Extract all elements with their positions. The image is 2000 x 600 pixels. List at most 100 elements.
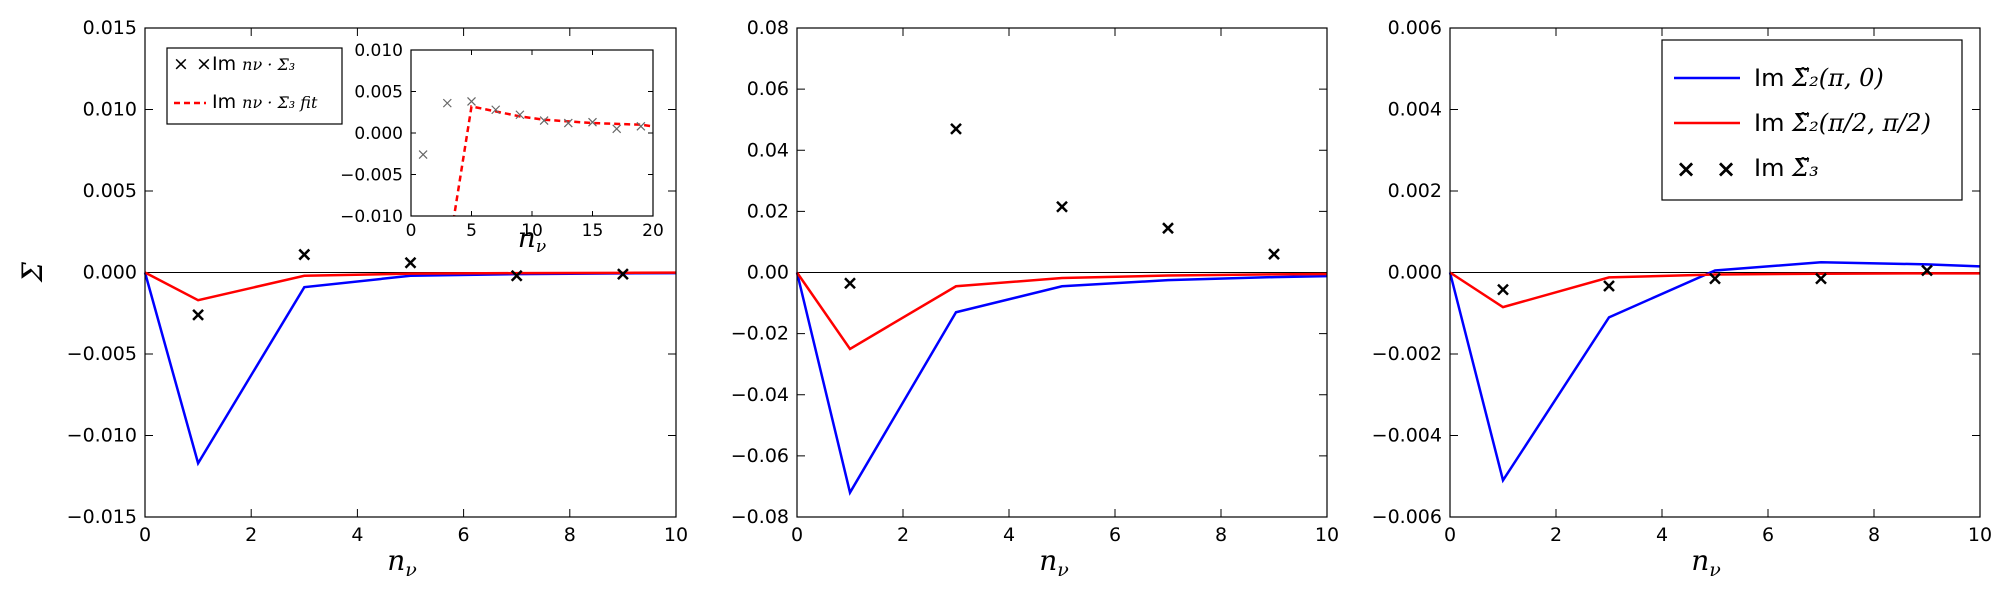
panel-3-y-tick-label: 0.000 xyxy=(1388,262,1442,284)
inset-x-tick-label: 20 xyxy=(642,221,664,241)
panel-1: 0 2 4 6 8 10 −0.015 −0.010 −0.005 0.000 0.005 0.010… xyxy=(67,17,688,581)
legend-entry-fit: Im nν · Σ̄₃ fit xyxy=(174,91,318,113)
panel-2-y-tick-label: 0.08 xyxy=(747,17,789,39)
plot-area: 0 2 4 6 8 10 −0.015 −0.010 −0.005 0.000 0.005 0.010… xyxy=(67,17,688,546)
panel-1-x-tick-label: 6 xyxy=(458,524,470,546)
panel-1-y-tick-label: 0.015 xyxy=(83,17,137,39)
y-axis-title: Σ xyxy=(16,262,49,283)
panel-3-y-tick-label: 0.006 xyxy=(1388,17,1442,39)
data-marker xyxy=(1603,280,1615,292)
inset-x-tick-label: 15 xyxy=(582,221,604,241)
data-marker xyxy=(617,268,629,281)
inset-fit-line xyxy=(452,104,653,216)
inset-x-tick-label: 0 xyxy=(406,221,417,241)
panel-1-x-tick-label: 10 xyxy=(664,524,688,546)
x-axis-title-panel-2: nν xyxy=(1039,544,1069,581)
panel-1-x-tick-label: 0 xyxy=(139,524,151,546)
inset-data-marker xyxy=(491,105,501,115)
data-marker xyxy=(1497,283,1509,296)
panel-3-y-tick-label: −0.002 xyxy=(1372,343,1442,365)
data-marker xyxy=(1268,248,1280,261)
legend-label: Im Σ̃₃ xyxy=(1754,154,1819,182)
inset-x-tick-label: 5 xyxy=(466,221,477,241)
panel-3-x-tick-label: 0 xyxy=(1444,524,1456,546)
panel-2-x-tick-label: 0 xyxy=(791,524,803,546)
panel-1-x-tick-label: 4 xyxy=(351,524,363,546)
inset-data-marker xyxy=(442,98,452,108)
inset-x-axis-title: nν xyxy=(518,221,546,257)
panel-3-y-tick-label: 0.004 xyxy=(1388,99,1442,121)
series-line xyxy=(795,271,1328,351)
data-marker xyxy=(1162,222,1174,235)
panel-1-y-tick-label: −0.015 xyxy=(67,506,137,528)
x-axis-title-panel-3: nν xyxy=(1691,544,1721,581)
legend-panel-3: Im Σ̃₂(π, 0) Im Σ̃₂(π/2, π/2) × × Im Σ̃₃ xyxy=(1661,39,1963,201)
inset-y-tick-label: 0.005 xyxy=(354,83,403,103)
legend-label: Im Σ̃₂(π/2, π/2) xyxy=(1754,109,1931,137)
data-marker xyxy=(404,256,417,269)
x-marker-icon: × xyxy=(196,53,212,75)
data-marker xyxy=(510,269,523,282)
inset-x-tick-label: 10 xyxy=(521,221,543,241)
panel-3-x-tick-label: 8 xyxy=(1868,524,1880,546)
panel-1-y-tick-label: −0.005 xyxy=(67,343,137,365)
axes-frame xyxy=(796,27,1328,518)
legend-entry-blue: Im Σ̃₂(π, 0) xyxy=(1674,64,1884,92)
data-marker xyxy=(1815,272,1827,285)
panel-2-x-tick-label: 2 xyxy=(897,524,909,546)
data-marker xyxy=(950,122,962,135)
data-marker xyxy=(1056,200,1068,213)
legend-box xyxy=(1661,39,1963,201)
inset-data-marker xyxy=(418,150,428,160)
panel-1-x-tick-label: 2 xyxy=(245,524,257,546)
panel-2-x-tick-label: 6 xyxy=(1109,524,1121,546)
x-marker-icon: × xyxy=(1676,155,1696,183)
inset-data-marker xyxy=(563,118,573,128)
panel-2-y-tick-label: 0.04 xyxy=(747,139,789,161)
legend-entry-red: Im Σ̃₂(π/2, π/2) xyxy=(1674,109,1931,137)
panel-1-x-tick-label: 8 xyxy=(564,524,576,546)
inset-y-tick-label: 0.000 xyxy=(354,124,403,144)
inset-data-marker xyxy=(539,116,549,125)
series-line xyxy=(1448,261,1981,484)
legend-entry-markers: × × Im Σ̃₃ xyxy=(1676,154,1819,183)
series-line xyxy=(143,271,677,467)
panel-2-x-tick-label: 4 xyxy=(1003,524,1015,546)
plot-area: 0 2 4 6 8 10 −0.08 −0.06 −0.04 −0.02 0.00 0.02 0.04 0… xyxy=(731,17,1339,546)
panel-2-y-tick-label: 0.06 xyxy=(747,78,789,100)
inset-y-tick-label: −0.010 xyxy=(340,207,403,227)
inset-frame xyxy=(410,49,654,217)
inset-y-tick-label: 0.010 xyxy=(354,41,403,61)
axes-frame xyxy=(144,27,677,518)
series-line xyxy=(795,272,1328,496)
data-marker xyxy=(1921,264,1933,277)
legend-box xyxy=(166,47,343,125)
inset-y-tick-label: −0.005 xyxy=(340,166,403,186)
panel-1-y-tick-label: 0.005 xyxy=(83,180,137,202)
panel-1-y-tick-label: 0.010 xyxy=(83,99,137,121)
legend-label: Im Σ̃₂(π, 0) xyxy=(1754,64,1884,92)
axes-frame xyxy=(1449,27,1981,518)
panel-2-y-tick-label: −0.04 xyxy=(731,384,789,406)
panel-2-y-tick-label: −0.08 xyxy=(731,506,789,528)
panel-1-y-tick-label: 0.000 xyxy=(83,262,137,284)
panel-1-y-tick-label: −0.010 xyxy=(67,425,137,447)
inset-data-marker xyxy=(588,117,597,127)
panel-3-x-tick-label: 4 xyxy=(1656,524,1668,546)
panel-2-y-tick-label: 0.02 xyxy=(747,200,789,222)
legend-entry-data: × × Im nν · Σ̄₃ xyxy=(173,53,295,75)
panel-2-y-tick-label: 0.00 xyxy=(747,262,789,284)
x-marker-icon: × xyxy=(1716,155,1736,183)
data-marker xyxy=(298,248,311,261)
panel-2-y-tick-label: −0.02 xyxy=(731,323,789,345)
panel-3: 0 2 4 6 8 10 −0.006 −0.004 −0.002 0.000 0.002 0.004… xyxy=(1372,17,1992,581)
panel-2-x-tick-label: 8 xyxy=(1215,524,1227,546)
series-line xyxy=(1449,271,1980,309)
inset-data-marker xyxy=(467,97,476,106)
legend-label: Im nν · Σ̄₃ xyxy=(212,53,295,75)
panel-3-x-tick-label: 6 xyxy=(1762,524,1774,546)
inset-chart: 0 5 10 15 20 −0.010 −0.005 0.000 0.005 0.010 xyxy=(340,41,664,241)
plot-area: 0 2 4 6 8 10 −0.006 −0.004 −0.002 0.000 0.002 0.004… xyxy=(1372,17,1992,546)
panel-2-y-tick-label: −0.06 xyxy=(731,445,789,467)
